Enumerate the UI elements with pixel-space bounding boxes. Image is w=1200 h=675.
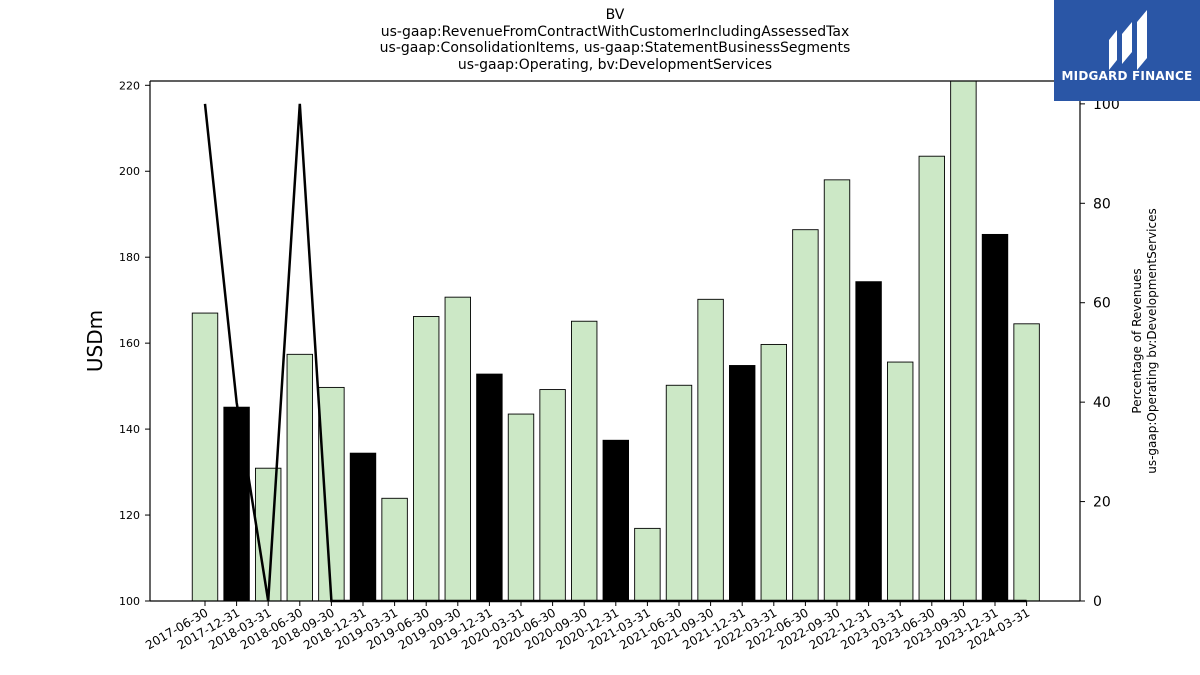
bar bbox=[349, 452, 377, 602]
y2-tick-label: 20 bbox=[1093, 495, 1111, 511]
bar bbox=[507, 413, 535, 602]
bar bbox=[760, 343, 787, 602]
bar bbox=[539, 389, 566, 602]
y-tick-label: 100 bbox=[119, 595, 140, 608]
y-tick-label: 160 bbox=[119, 337, 140, 350]
bar bbox=[729, 365, 756, 602]
chart-title-line: us-gaap:Operating, bv:DevelopmentService… bbox=[457, 57, 773, 73]
y-tick-label: 120 bbox=[119, 509, 140, 522]
bar bbox=[318, 386, 345, 602]
chart-title-line: us-gaap:ConsolidationItems, us-gaap:Stat… bbox=[379, 40, 851, 56]
bar bbox=[950, 80, 977, 602]
bar bbox=[887, 361, 914, 602]
y-axis-label: USDm bbox=[83, 310, 107, 372]
midgard-finance-logo: MIDGARD FINANCE bbox=[1054, 0, 1200, 101]
bar bbox=[413, 316, 440, 602]
bar bbox=[697, 298, 724, 602]
bar bbox=[855, 281, 882, 602]
y2-axis-label: us-gaap:Operating bv:DevelopmentServices bbox=[1145, 208, 1159, 473]
y2-tick-label: 0 bbox=[1093, 594, 1102, 610]
y2-tick-label: 60 bbox=[1093, 296, 1111, 312]
y-tick-label: 180 bbox=[119, 251, 140, 264]
bar bbox=[476, 373, 503, 602]
bar bbox=[634, 527, 661, 602]
bar bbox=[918, 155, 945, 602]
bar bbox=[981, 233, 1009, 602]
bar bbox=[665, 384, 693, 602]
bar bbox=[254, 467, 282, 602]
y2-tick-label: 40 bbox=[1093, 395, 1111, 411]
bar bbox=[602, 439, 629, 602]
y-tick-label: 200 bbox=[119, 165, 140, 178]
bar bbox=[444, 296, 471, 602]
bar bbox=[286, 353, 313, 602]
bar bbox=[823, 179, 851, 602]
bar bbox=[792, 229, 819, 602]
bar bbox=[571, 320, 598, 602]
y-tick-label: 140 bbox=[119, 423, 140, 436]
chart-title-line: BV bbox=[605, 7, 625, 23]
bar bbox=[1013, 323, 1040, 602]
chart-title-line: us-gaap:RevenueFromContractWithCustomerI… bbox=[380, 24, 850, 40]
y-tick-label: 220 bbox=[119, 79, 140, 92]
y2-tick-label: 80 bbox=[1093, 196, 1111, 212]
bar bbox=[191, 312, 219, 602]
logo-text: MIDGARD FINANCE bbox=[1061, 69, 1193, 83]
logo-mark-icon bbox=[1109, 10, 1147, 70]
bar bbox=[381, 497, 408, 602]
y2-axis-label: Percentage of Revenues bbox=[1130, 268, 1144, 413]
bar bbox=[223, 406, 250, 602]
